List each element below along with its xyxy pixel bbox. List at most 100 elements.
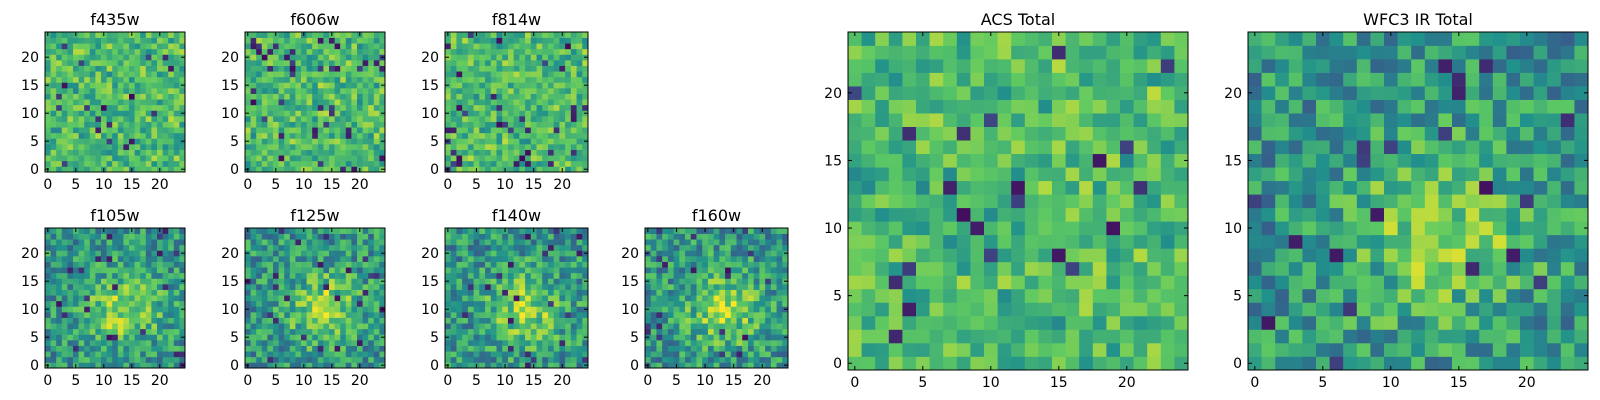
heatmap-cell	[351, 82, 358, 89]
heatmap-cell	[496, 306, 503, 313]
heatmap-cell	[984, 153, 998, 168]
heatmap-cell	[61, 71, 68, 78]
heatmap-cell	[301, 82, 307, 89]
heatmap-cell	[157, 88, 163, 94]
heatmap-cell	[89, 340, 96, 346]
heatmap-cell	[151, 261, 158, 268]
heatmap-cell	[78, 132, 85, 139]
heatmap-cell	[559, 155, 566, 162]
heatmap-cell	[456, 351, 463, 358]
heatmap-cell	[782, 228, 789, 234]
heatmap-cell	[168, 43, 175, 50]
y-tick-label: 0	[630, 358, 639, 374]
heatmap-cell	[530, 138, 537, 145]
heatmap-cell	[929, 288, 944, 303]
heatmap-cell	[888, 342, 903, 357]
heatmap-cell	[490, 278, 497, 285]
heatmap-cell	[256, 334, 263, 341]
heatmap-cell	[129, 323, 135, 330]
heatmap-cell	[151, 110, 158, 117]
heatmap-cell	[685, 340, 692, 346]
heatmap-cell	[84, 261, 91, 268]
heatmap-cell	[650, 233, 657, 240]
heatmap-cell	[362, 239, 369, 246]
heatmap-cell	[317, 228, 324, 234]
heatmap-cell	[162, 116, 169, 122]
heatmap-cell	[685, 362, 692, 369]
heatmap-cell	[916, 329, 930, 344]
heatmap-cell	[547, 244, 555, 251]
heatmap-cell	[362, 289, 369, 296]
heatmap-cell	[848, 153, 862, 168]
heatmap-cell	[267, 312, 274, 318]
heatmap-cell	[345, 351, 352, 358]
heatmap-cell	[168, 317, 175, 324]
heatmap-cell	[362, 166, 369, 173]
heatmap-cell	[168, 93, 175, 100]
heatmap-cell	[179, 289, 186, 296]
heatmap-cell	[525, 328, 532, 335]
heatmap-cell	[67, 116, 74, 122]
heatmap-cell	[295, 312, 302, 318]
heatmap-cell	[323, 312, 330, 318]
heatmap-cell	[362, 345, 369, 352]
heatmap-cell	[256, 284, 263, 290]
heatmap-cell	[123, 317, 130, 324]
heatmap-cell	[730, 300, 737, 307]
heatmap-cell	[719, 244, 726, 251]
heatmap-cell	[519, 138, 526, 145]
heatmap-cell	[312, 76, 319, 83]
heatmap-cell	[284, 160, 291, 167]
heatmap-cell	[782, 295, 789, 302]
heatmap-cell	[368, 32, 375, 38]
heatmap-cell	[157, 250, 163, 257]
heatmap-cell	[525, 43, 532, 50]
heatmap-cell	[329, 76, 335, 83]
heatmap-cell	[123, 65, 130, 72]
heatmap-cell	[559, 250, 566, 257]
heatmap-cell	[134, 155, 141, 162]
heatmap-cell	[357, 76, 363, 83]
heatmap-cell	[547, 60, 555, 66]
heatmap-cell	[559, 306, 566, 313]
heatmap-cell	[888, 275, 903, 290]
heatmap-cell	[284, 132, 291, 139]
heatmap-cell	[306, 54, 313, 61]
heatmap-cell	[736, 340, 743, 346]
heatmap-cell	[284, 244, 291, 251]
heatmap-cell	[576, 244, 583, 251]
heatmap-cell	[61, 160, 68, 167]
heatmap-cell	[256, 362, 263, 369]
heatmap-cell	[473, 328, 480, 335]
heatmap-cell	[770, 340, 777, 346]
heatmap-cell	[379, 289, 386, 296]
heatmap-cell	[50, 261, 57, 268]
heatmap-cell	[542, 300, 549, 307]
heatmap-cell	[329, 37, 335, 44]
heatmap-cell	[317, 138, 324, 145]
heatmap-cell	[312, 250, 319, 257]
heatmap-cell	[317, 284, 324, 290]
heatmap-cell	[1052, 248, 1066, 263]
heatmap-cell	[357, 250, 363, 257]
heatmap-cell	[368, 37, 375, 44]
heatmap-cell	[56, 149, 63, 156]
heatmap-cell	[943, 329, 958, 344]
heatmap-cell	[140, 76, 147, 83]
heatmap-cell	[513, 356, 520, 363]
heatmap-cell	[50, 104, 57, 111]
heatmap-cell	[542, 93, 549, 100]
heatmap-cell	[984, 194, 998, 209]
heatmap-cell	[317, 32, 324, 38]
heatmap-cell	[329, 306, 335, 313]
heatmap-cell	[456, 43, 463, 50]
heatmap-cell	[73, 340, 79, 346]
heatmap-cell	[485, 250, 492, 257]
heatmap-cell	[530, 328, 537, 335]
heatmap-cell	[256, 289, 263, 296]
heatmap-cell	[861, 234, 876, 249]
heatmap-cell	[306, 138, 313, 145]
heatmap-cell	[73, 300, 79, 307]
heatmap-cell	[559, 37, 566, 44]
heatmap-cell	[565, 138, 572, 145]
